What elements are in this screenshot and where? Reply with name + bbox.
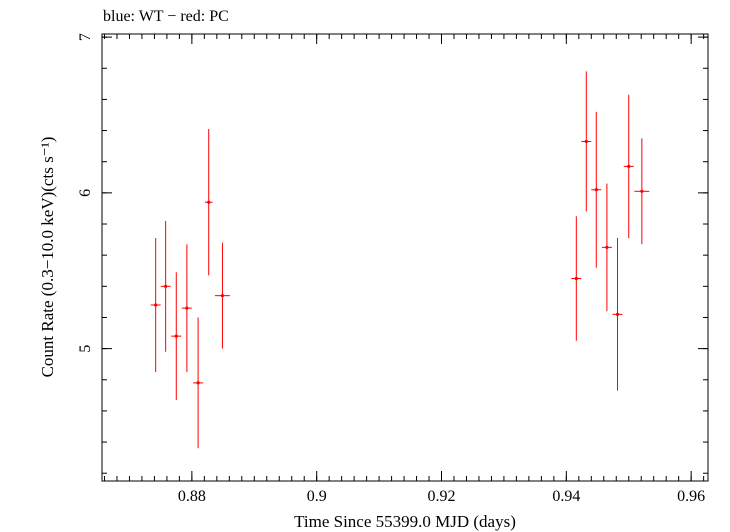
data-point bbox=[581, 71, 592, 212]
x-tick-label: 0.9 bbox=[307, 488, 327, 505]
data-marker bbox=[627, 164, 631, 168]
data-point bbox=[571, 216, 582, 341]
data-point bbox=[634, 138, 650, 245]
y-tick-label: 6 bbox=[77, 189, 94, 197]
major-ticks bbox=[102, 34, 708, 481]
data-point bbox=[181, 244, 192, 372]
y-axis-label: Count Rate (0.3−10.0 keV)(cts s⁻¹) bbox=[38, 137, 57, 378]
data-marker bbox=[615, 312, 620, 316]
data-point bbox=[612, 238, 623, 391]
y-tick-labels: 5 6 7 bbox=[77, 33, 94, 352]
data-point bbox=[623, 94, 634, 239]
data-point bbox=[601, 183, 612, 312]
data-point bbox=[591, 111, 602, 268]
data-marker bbox=[605, 245, 609, 249]
data-marker bbox=[164, 284, 168, 288]
data-marker bbox=[640, 189, 644, 193]
data-marker bbox=[174, 334, 178, 338]
x-tick-label: 0.92 bbox=[428, 488, 456, 505]
data-marker bbox=[196, 381, 200, 385]
data-point bbox=[214, 242, 230, 349]
chart-title: blue: WT − red: PC bbox=[103, 8, 229, 25]
data-marker bbox=[185, 306, 189, 310]
data-point bbox=[150, 238, 161, 372]
data-point bbox=[160, 220, 171, 352]
data-marker bbox=[584, 139, 588, 144]
data-point bbox=[193, 317, 204, 449]
data-points bbox=[150, 71, 650, 449]
data-marker bbox=[220, 294, 225, 298]
data-marker bbox=[154, 303, 158, 307]
y-tick-label: 7 bbox=[77, 33, 94, 41]
x-axis-label: Time Since 55399.0 MJD (days) bbox=[294, 512, 516, 531]
plot-frame bbox=[101, 33, 709, 482]
data-marker bbox=[594, 188, 598, 192]
data-marker bbox=[207, 200, 211, 204]
x-tick-labels: 0.88 0.9 0.92 0.94 0.96 bbox=[178, 488, 705, 505]
x-tick-label: 0.96 bbox=[677, 488, 705, 505]
y-tick-label: 5 bbox=[77, 345, 94, 353]
data-point bbox=[204, 129, 213, 276]
data-point bbox=[171, 272, 182, 401]
x-tick-label: 0.88 bbox=[178, 488, 206, 505]
x-tick-label: 0.94 bbox=[552, 488, 580, 505]
data-marker bbox=[574, 276, 578, 281]
